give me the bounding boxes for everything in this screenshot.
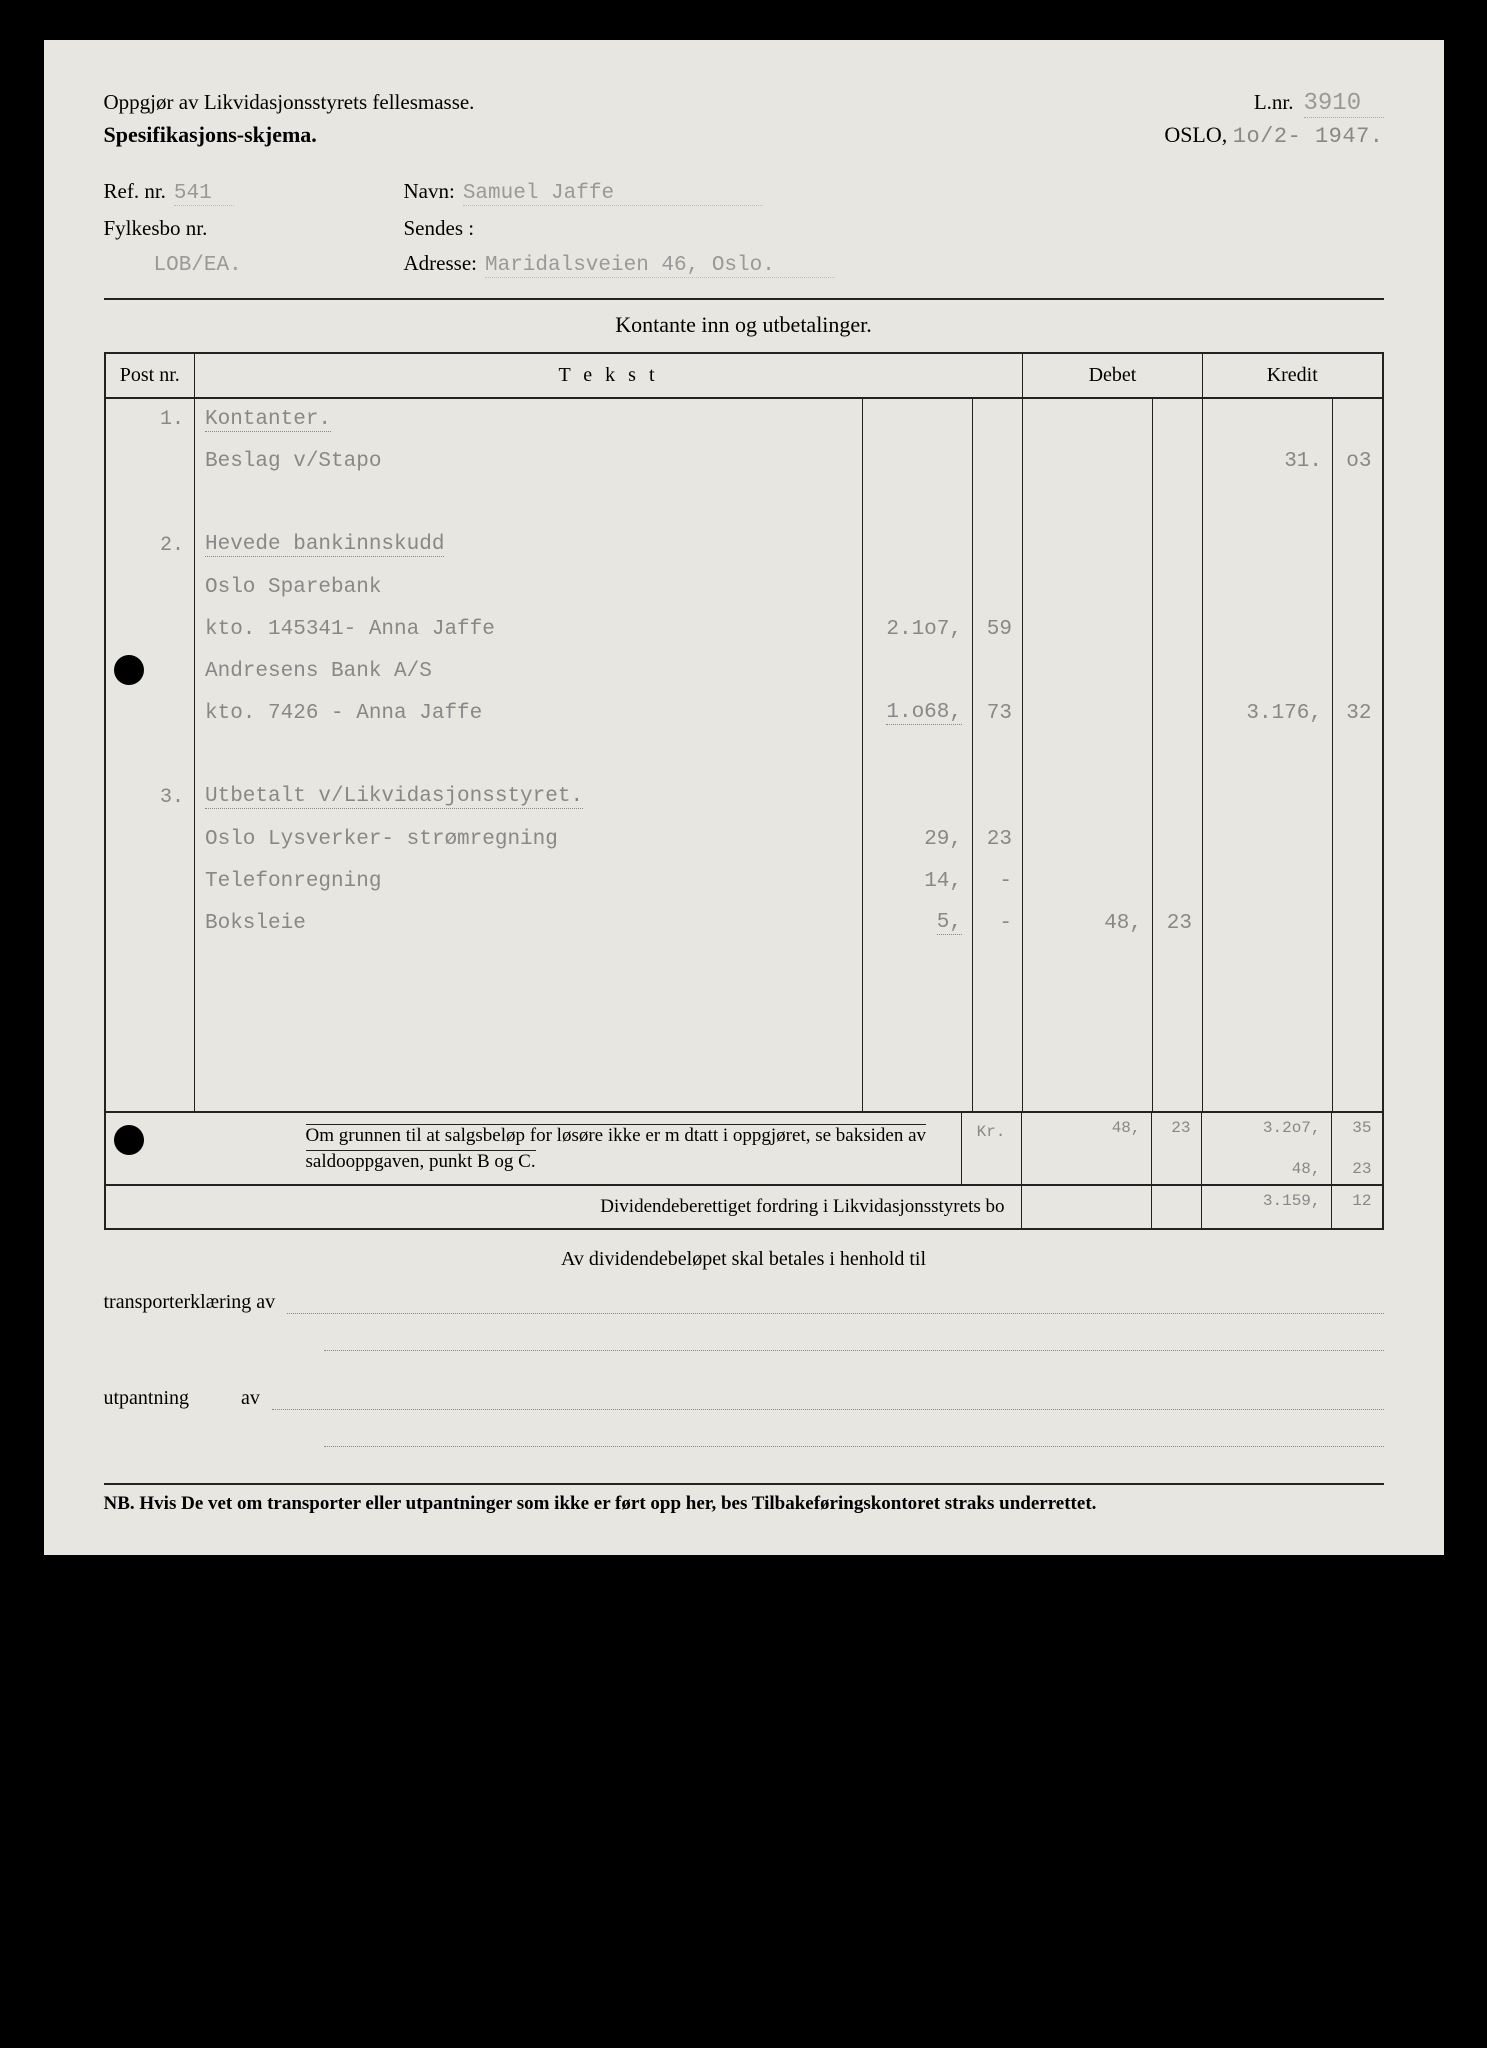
adresse-value: Maridalsveien 46, Oslo. [485,254,835,278]
dividend-empty [1152,1186,1202,1228]
av-label: av [241,1387,260,1410]
table-row [105,944,1383,986]
ledger-body: 1.Kontanter. Beslag v/Stapo31.o3 2.Heved… [105,398,1383,1112]
transport-row: transporterklæring av [104,1291,1384,1314]
dividend-row: Dividendeberettiget fordring i Likvidasj… [106,1184,1382,1228]
kr-label: Kr. [962,1113,1022,1184]
fylkesbo-label: Fylkesbo nr. [104,216,208,241]
table-header-row: Post nr. T e k s t Debet Kredit [105,353,1383,398]
th-post: Post nr. [105,353,195,398]
header-row-2: Spesifikasjons-skjema. OSLO, 1o/2- 1947. [104,122,1384,149]
table-row: 3.Utbetalt v/Likvidasjonsstyret. [105,776,1383,818]
table-row: Oslo Lysverker- strømregning29,23 [105,818,1383,860]
dotted-line [272,1409,1384,1410]
table-row: 1.Kontanter. [105,398,1383,440]
ref-label: Ref. nr. [104,179,166,204]
punch-hole [114,1125,144,1155]
table-row [105,1070,1383,1112]
utpantning-row: utpantning av [104,1387,1384,1410]
lnr-label: L.nr. [1254,90,1294,115]
dotted-line [324,1350,1384,1351]
lower-title: Av dividendebeløpet skal betales i henho… [104,1248,1384,1271]
table-row: Oslo Sparebank [105,566,1383,608]
table-row: kto. 7426 - Anna Jaffe1.o68,733.176,32 [105,692,1383,734]
oslo-label: OSLO, [1164,122,1227,147]
sum-kredit: 3.2o7, 48, [1202,1113,1332,1184]
dividend-empty [1022,1186,1152,1228]
dotted-line [324,1446,1384,1447]
sendes-label: Sendes : [404,216,475,241]
th-kredit: Kredit [1203,353,1383,398]
transport-label: transporterklæring av [104,1291,276,1314]
rule [104,298,1384,300]
lnr-value: 3910 [1304,90,1384,118]
dividend-value-ore: 12 [1332,1186,1382,1228]
section-title: Kontante inn og utbetalinger. [104,312,1384,338]
table-row: Beslag v/Stapo31.o3 [105,440,1383,482]
summary-block: Om grunnen til at salgsbeløp for løsøre … [104,1113,1384,1230]
navn-label: Navn: [404,179,455,204]
table-row: Boksleie5,-48,23 [105,902,1383,944]
oslo-date: 1o/2- 1947. [1233,124,1384,149]
table-row: Telefonregning14,- [105,860,1383,902]
summary-row-1: Om grunnen til at salgsbeløp for løsøre … [106,1113,1382,1184]
nb-footer: NB. Hvis De vet om transporter eller utp… [104,1483,1384,1515]
header-title-1: Oppgjør av Likvidasjonsstyrets fellesmas… [104,90,475,118]
table-row [105,482,1383,524]
table-row: Andresens Bank A/S [105,650,1383,692]
table-row [105,986,1383,1028]
sum-debet: 48, [1022,1113,1152,1184]
document-page: Oppgjør av Likvidasjonsstyrets fellesmas… [44,40,1444,1555]
sum-kredit-ore: 35 23 [1332,1113,1382,1184]
navn-value: Samuel Jaffe [463,182,763,206]
ref-value: 541 [174,182,234,206]
header-title-2: Spesifikasjons-skjema. [104,122,317,149]
table-row [105,1028,1383,1070]
table-row: kto. 145341- Anna Jaffe2.1o7,59 [105,608,1383,650]
table-row: 2.Hevede bankinnskudd [105,524,1383,566]
dividend-value: 3.159, [1202,1186,1332,1228]
header-row-1: Oppgjør av Likvidasjonsstyrets fellesmas… [104,90,1384,118]
summary-note: Om grunnen til at salgsbeløp for løsøre … [106,1113,962,1184]
ledger-table: Post nr. T e k s t Debet Kredit 1.Kontan… [104,352,1384,1113]
fylkesbo-value: LOB/EA. [154,254,242,277]
dividend-label: Dividendeberettiget fordring i Likvidasj… [106,1186,1022,1228]
th-tekst: T e k s t [195,353,1023,398]
sum-debet-ore: 23 [1152,1113,1202,1184]
punch-hole [114,655,144,685]
lower-section: Av dividendebeløpet skal betales i henho… [104,1248,1384,1447]
utpantning-label: utpantning [104,1387,190,1410]
dotted-line [287,1313,1383,1314]
th-debet: Debet [1023,353,1203,398]
fields-block: Ref. nr. 541 Navn: Samuel Jaffe Fylkesbo… [104,179,1384,278]
table-row [105,734,1383,776]
adresse-label: Adresse: [404,251,477,276]
